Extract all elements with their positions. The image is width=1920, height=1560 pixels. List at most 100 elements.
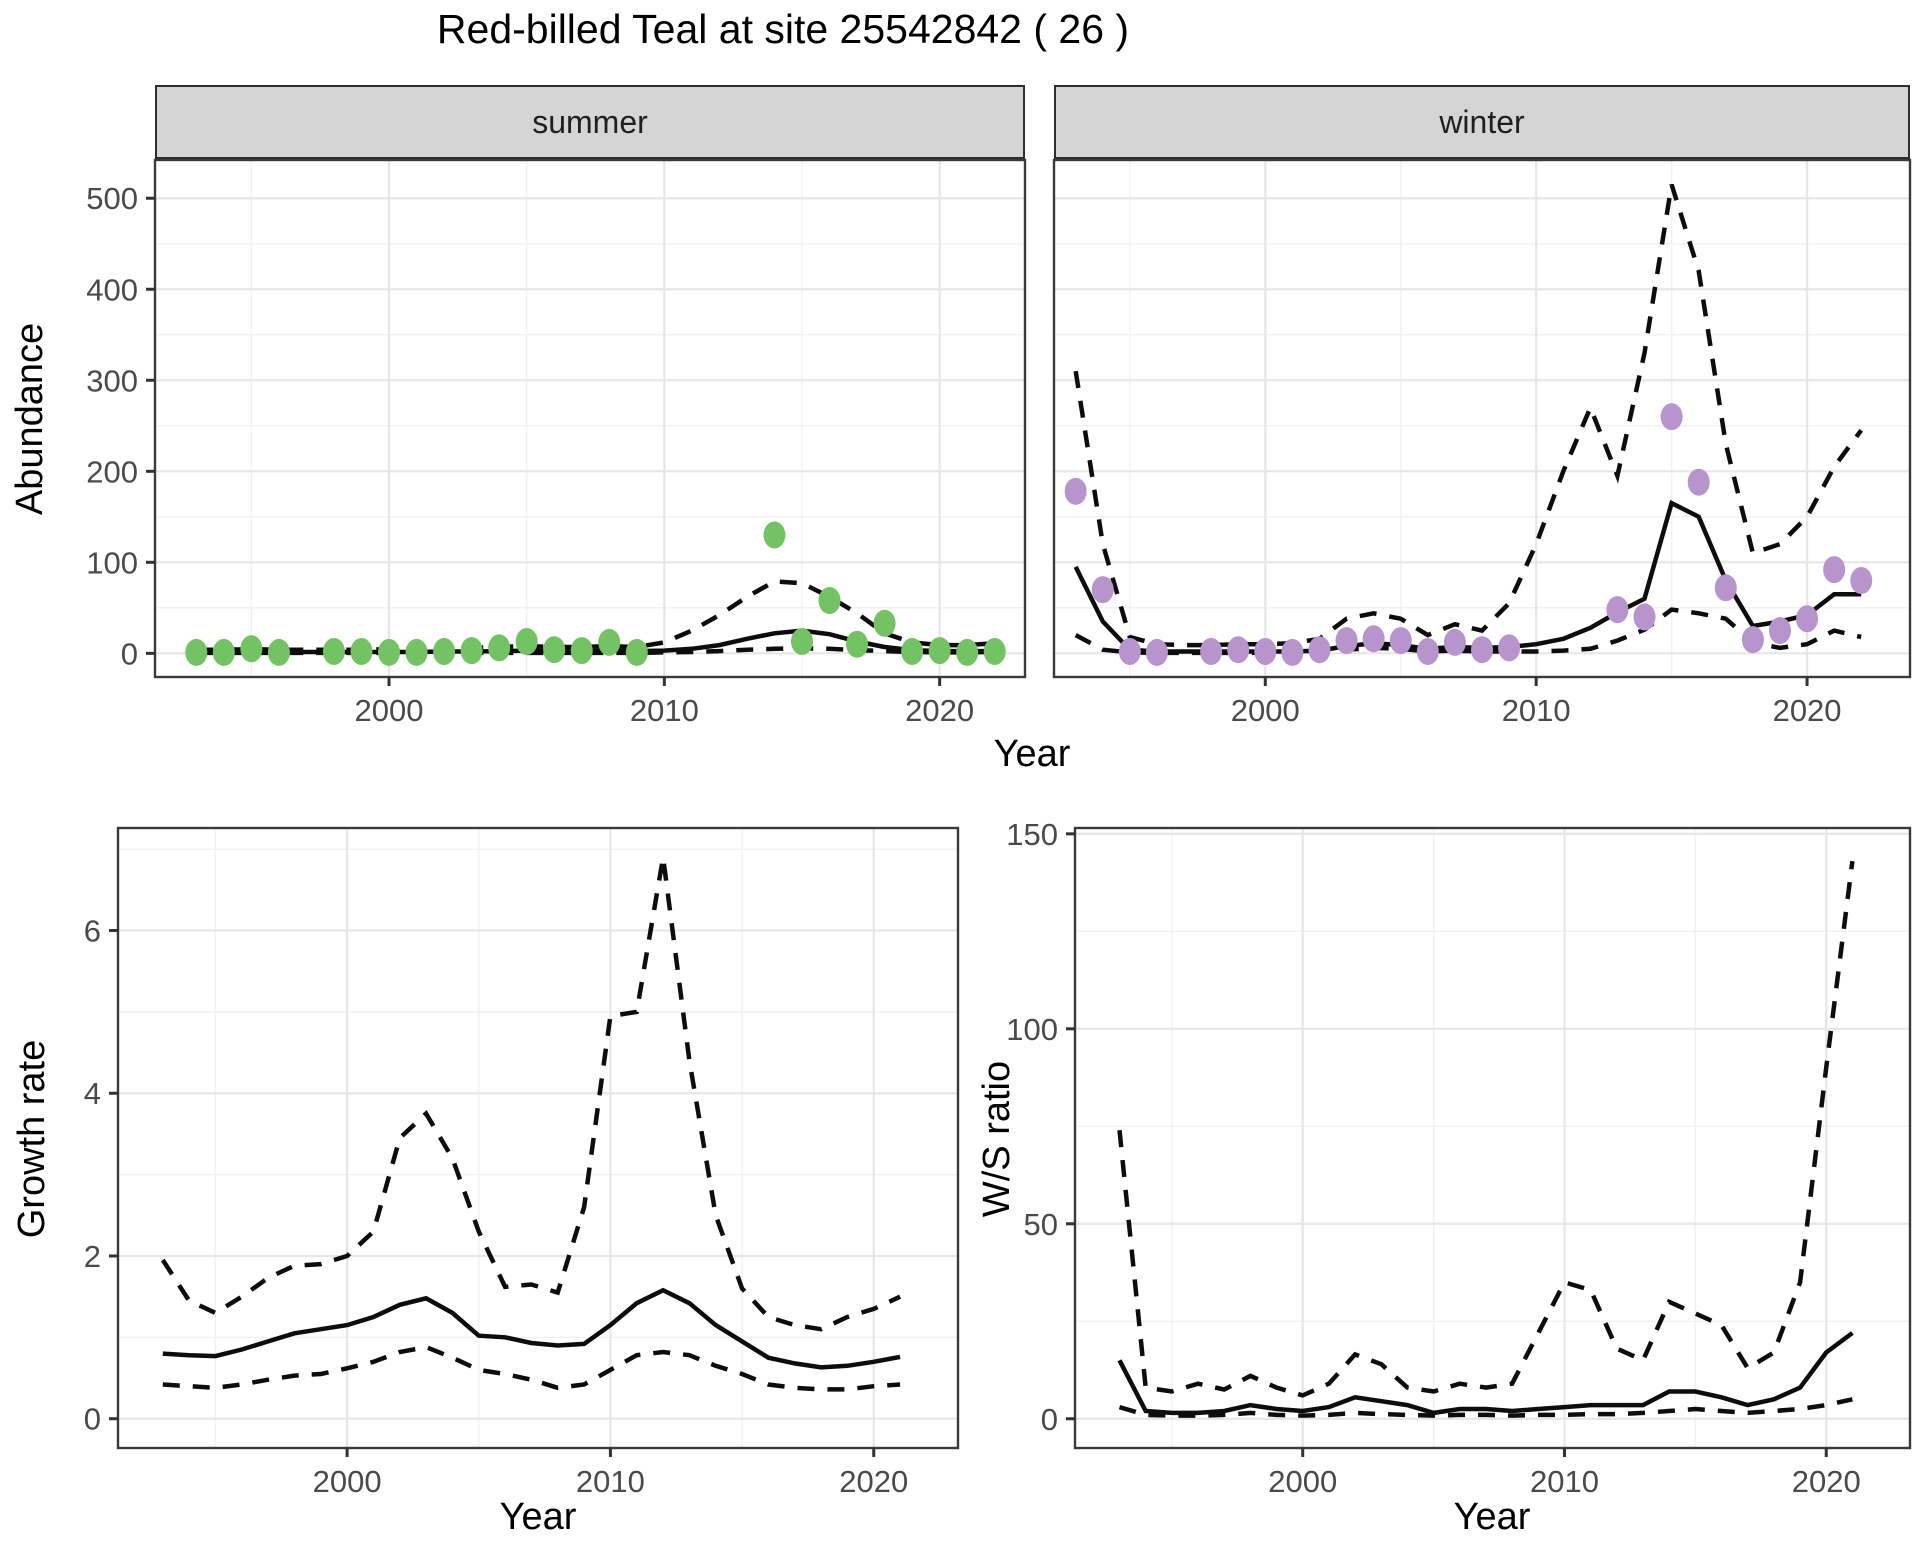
panel-border: [153, 158, 1027, 679]
data-point: [1741, 626, 1764, 654]
y-tick-label: 2: [84, 1239, 101, 1274]
data-point: [433, 638, 456, 666]
data-point: [460, 637, 483, 665]
y-axis-title-growth: Growth rate: [11, 1039, 53, 1239]
x-tick-label: 2020: [905, 693, 974, 728]
data-point: [1145, 638, 1168, 666]
data-point: [1091, 576, 1114, 604]
y-tick-label: 50: [1024, 1207, 1058, 1242]
data-point: [818, 587, 841, 615]
data-point: [983, 638, 1006, 666]
data-point: [873, 609, 896, 637]
x-axis-title-ws: Year: [1453, 1496, 1531, 1538]
data-point: [1254, 638, 1277, 666]
y-axis-title-ws: W/S ratio: [976, 1060, 1018, 1218]
x-tick-label: 2010: [1502, 693, 1571, 728]
x-axis-title-top: Year: [993, 733, 1071, 775]
panel-background: [155, 160, 1025, 677]
data-point: [1660, 403, 1683, 431]
y-tick-label: 100: [1006, 1012, 1058, 1047]
data-point: [1200, 638, 1223, 666]
y-tick-label: 0: [121, 636, 138, 671]
panel-border: [1052, 158, 1912, 679]
panel-background: [1075, 828, 1910, 1448]
data-point: [598, 628, 621, 656]
y-tick-label: 0: [84, 1402, 101, 1437]
data-point: [1281, 638, 1304, 666]
data-point: [570, 637, 593, 665]
data-point: [1227, 636, 1250, 664]
y-tick-label: 300: [86, 363, 138, 398]
data-point: [543, 636, 566, 664]
data-point: [1443, 628, 1466, 656]
data-point: [790, 628, 813, 656]
panel-growth_rate: 2000 2010 2020 0 2 4 6: [84, 826, 960, 1499]
facet-strip-winter: winter: [1054, 85, 1910, 159]
data-point: [625, 638, 648, 666]
upper-ci-line: [1073, 183, 1864, 648]
data-point: [928, 637, 951, 665]
median-line: [162, 1287, 901, 1370]
facet-strip-summer: summer: [155, 85, 1025, 159]
x-tick-label: 2010: [630, 693, 699, 728]
data-point: [1823, 556, 1846, 584]
x-tick-label: 2010: [576, 1464, 645, 1499]
y-tick-label: 4: [84, 1076, 101, 1111]
y-axis-title-abundance: Abundance: [9, 322, 51, 516]
x-tick-label: 2000: [313, 1464, 382, 1499]
facet-strip-winter-label: winter: [1439, 103, 1525, 140]
data-point: [185, 638, 208, 666]
y-tick-label: 500: [86, 181, 138, 216]
panel-background: [1054, 160, 1910, 677]
x-axis-title-growth: Year: [499, 1496, 577, 1538]
data-point: [322, 638, 345, 666]
data-point: [1118, 638, 1141, 666]
data-point: [267, 638, 290, 666]
x-tick-label: 2020: [839, 1464, 908, 1499]
data-point: [956, 638, 979, 666]
y-tick-label: 6: [84, 914, 101, 949]
data-point: [1687, 468, 1710, 496]
data-point: [1768, 617, 1791, 645]
panel-abundance_winter: 2000 2010 2020: [1052, 158, 1912, 728]
y-tick-label: 200: [86, 454, 138, 489]
lower-ci-line: [162, 1344, 901, 1392]
data-point: [240, 635, 263, 663]
y-tick-label: 100: [86, 545, 138, 580]
x-tick-label: 2010: [1530, 1464, 1599, 1499]
data-point: [1362, 625, 1385, 653]
panel-abundance_summer: 2000 2010 2020 0 100 200 300 400 500: [86, 158, 1027, 728]
data-point: [901, 638, 924, 666]
data-point: [1416, 638, 1439, 666]
data-point: [1796, 605, 1819, 633]
data-point: [1498, 634, 1521, 662]
upper-ci-line: [1117, 860, 1855, 1398]
data-point: [1335, 627, 1358, 655]
panel-ws_ratio: 2000 2010 2020 0 50 100 150: [1006, 817, 1912, 1499]
data-point: [405, 638, 428, 666]
data-point: [1389, 627, 1412, 655]
y-tick-label: 0: [1041, 1402, 1058, 1437]
panel-border: [1073, 826, 1912, 1450]
median-line: [1117, 1331, 1854, 1416]
figure-title: Red-billed Teal at site 25542842 ( 26 ): [436, 6, 1130, 52]
x-tick-label: 2020: [1792, 1464, 1861, 1499]
x-tick-label: 2000: [1231, 693, 1300, 728]
facet-strip-summer-label: summer: [532, 103, 648, 140]
data-point: [763, 521, 786, 549]
data-point: [1308, 636, 1331, 664]
x-tick-label: 2000: [355, 693, 424, 728]
data-point: [1606, 596, 1629, 624]
y-tick-label: 150: [1006, 817, 1058, 852]
panel-border: [116, 826, 960, 1450]
data-point: [515, 628, 538, 656]
data-point: [378, 638, 401, 666]
data-point: [488, 634, 511, 662]
x-tick-label: 2000: [1268, 1464, 1337, 1499]
data-point: [1633, 603, 1656, 631]
y-tick-label: 400: [86, 272, 138, 307]
x-tick-label: 2020: [1773, 693, 1842, 728]
data-point: [1714, 574, 1737, 602]
